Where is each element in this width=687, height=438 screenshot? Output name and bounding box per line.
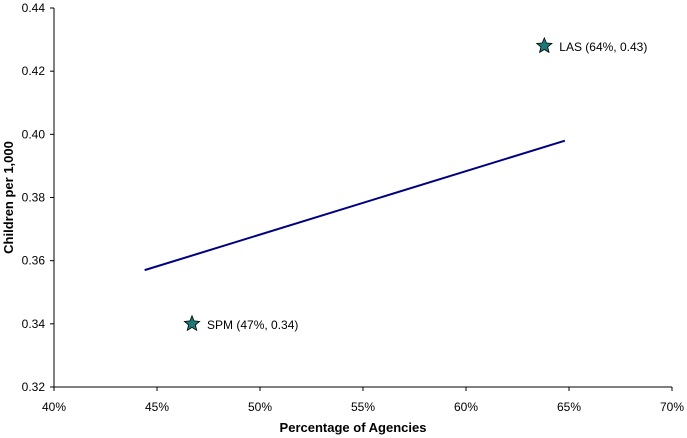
x-tick-label: 65%	[557, 400, 581, 414]
x-tick-label: 60%	[454, 400, 478, 414]
y-tick-label: 0.40	[22, 127, 46, 141]
x-tick-label: 45%	[145, 400, 169, 414]
x-axis-title: Percentage of Agencies	[280, 420, 427, 435]
star-marker	[535, 36, 553, 54]
star-marker	[183, 314, 201, 332]
x-tick-label: 50%	[248, 400, 272, 414]
y-tick-label: 0.38	[22, 191, 46, 205]
x-tick-label: 55%	[351, 400, 375, 414]
y-tick-label: 0.36	[22, 254, 46, 268]
point-label: SPM (47%, 0.34)	[207, 318, 298, 332]
y-tick-label: 0.32	[22, 380, 46, 394]
y-tick-label: 0.44	[22, 1, 46, 15]
x-tick-label: 40%	[42, 400, 66, 414]
y-tick-label: 0.34	[22, 317, 46, 331]
y-axis-title: Children per 1,000	[1, 141, 16, 254]
x-tick-label: 70%	[660, 400, 684, 414]
point-label: LAS (64%, 0.43)	[559, 40, 647, 54]
y-tick-label: 0.42	[22, 64, 46, 78]
trendline	[144, 139, 566, 272]
